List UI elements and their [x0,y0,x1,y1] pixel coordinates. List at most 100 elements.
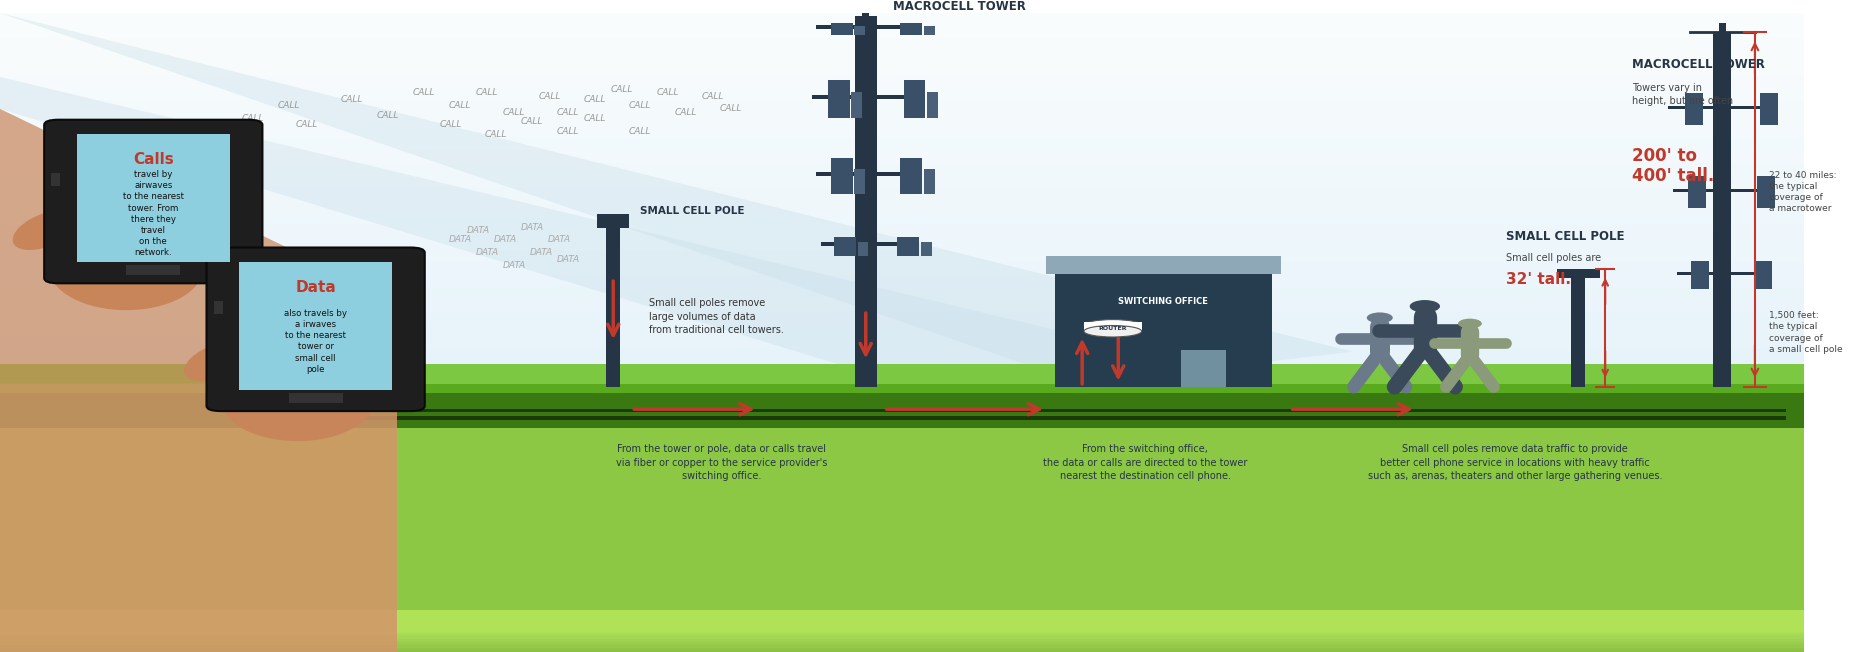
Text: CALL: CALL [413,89,435,97]
Text: DATA: DATA [503,261,525,270]
Bar [1669,106,1776,109]
Bar [0,37,1804,50]
Bar [0,286,1804,299]
Bar [927,91,938,119]
Text: CALL: CALL [657,89,679,97]
Ellipse shape [314,321,352,357]
Bar [903,80,925,119]
Text: CALL: CALL [240,114,265,123]
Polygon shape [0,109,396,383]
Text: SMALL CELL POLE: SMALL CELL POLE [640,206,746,216]
Bar [1761,93,1778,125]
Bar [215,301,222,314]
Bar [901,158,921,194]
Ellipse shape [183,342,248,381]
Text: DATA: DATA [529,248,553,257]
Bar [1754,261,1772,289]
Bar [821,243,910,246]
FancyBboxPatch shape [44,120,263,284]
Bar [0,224,1804,237]
Bar [816,25,916,29]
FancyBboxPatch shape [207,248,426,411]
Bar [0,87,1804,100]
Bar [0,62,1804,75]
Bar [0,149,1804,162]
Text: CALL: CALL [720,104,742,113]
Bar [0,137,1804,150]
Bar [1084,322,1141,331]
Ellipse shape [359,328,398,363]
Bar [307,409,1785,412]
Ellipse shape [54,194,91,229]
Text: 200' to
400' tall.: 200' to 400' tall. [1632,147,1715,185]
Text: 22 to 40 miles:
the typical
coverage of
a macrotower: 22 to 40 miles: the typical coverage of … [1769,171,1837,213]
Bar [1685,93,1702,125]
Text: CALL: CALL [538,91,561,100]
Bar [76,134,229,262]
Text: CALL: CALL [440,121,462,129]
Bar [0,614,1804,636]
Text: CALL: CALL [278,101,300,110]
Text: CALL: CALL [557,108,579,117]
Text: Small cell poles are: Small cell poles are [1506,252,1600,263]
Bar [0,428,1804,652]
Ellipse shape [187,197,228,231]
Ellipse shape [100,187,135,222]
Bar [1054,269,1271,387]
Text: CALL: CALL [585,95,607,104]
Bar [858,243,868,256]
Bar [0,616,1804,638]
Bar [816,172,916,176]
Text: DATA: DATA [475,248,498,257]
Text: CALL: CALL [701,91,723,100]
Bar [0,393,1804,652]
Bar [827,80,849,119]
Text: CALL: CALL [629,126,651,136]
Text: ROUTER: ROUTER [1099,327,1127,331]
Bar [289,393,342,403]
Bar [831,23,853,35]
Bar [1713,32,1732,387]
Text: SWITCHING OFFICE: SWITCHING OFFICE [1119,297,1208,306]
Bar [855,27,866,35]
Bar [1571,269,1585,387]
Bar [0,627,1804,650]
Bar [0,374,1804,387]
Bar [0,174,1804,187]
Text: DATA: DATA [448,235,472,244]
Bar [0,364,1804,387]
Text: From the tower or pole, data or calls travel
via fiber or copper to the service : From the tower or pole, data or calls tr… [616,444,827,481]
Bar [834,237,857,256]
Text: 1,500 feet:
the typical
coverage of
a small cell pole: 1,500 feet: the typical coverage of a sm… [1769,312,1843,353]
Bar [239,262,392,390]
Bar [0,630,1804,652]
Text: DATA: DATA [520,222,544,231]
Polygon shape [0,13,1352,383]
Ellipse shape [13,211,78,250]
Text: CALL: CALL [340,95,363,104]
Text: CALL: CALL [629,101,651,110]
Bar [851,91,862,119]
Polygon shape [0,77,1173,383]
Bar [0,112,1804,125]
Text: CALL: CALL [610,85,633,94]
Bar [855,169,866,194]
Text: CALL: CALL [585,114,607,123]
Text: CALL: CALL [503,108,525,117]
Text: CALL: CALL [475,89,498,97]
Ellipse shape [1367,312,1393,323]
Bar [0,324,1804,337]
Bar [812,95,919,99]
Bar [901,23,921,35]
Ellipse shape [1084,319,1141,331]
Bar [0,50,1804,63]
Bar [0,299,1804,312]
Text: Small cell poles remove
large volumes of data
from traditional cell towers.: Small cell poles remove large volumes of… [649,299,784,334]
Bar [0,12,1804,25]
Text: From the switching office,
the data or calls are directed to the tower
nearest t: From the switching office, the data or c… [1043,444,1247,481]
Text: DATA: DATA [494,235,516,244]
Ellipse shape [1410,300,1439,312]
Bar [0,336,1804,349]
Bar [0,610,1804,632]
Bar [0,274,1804,287]
